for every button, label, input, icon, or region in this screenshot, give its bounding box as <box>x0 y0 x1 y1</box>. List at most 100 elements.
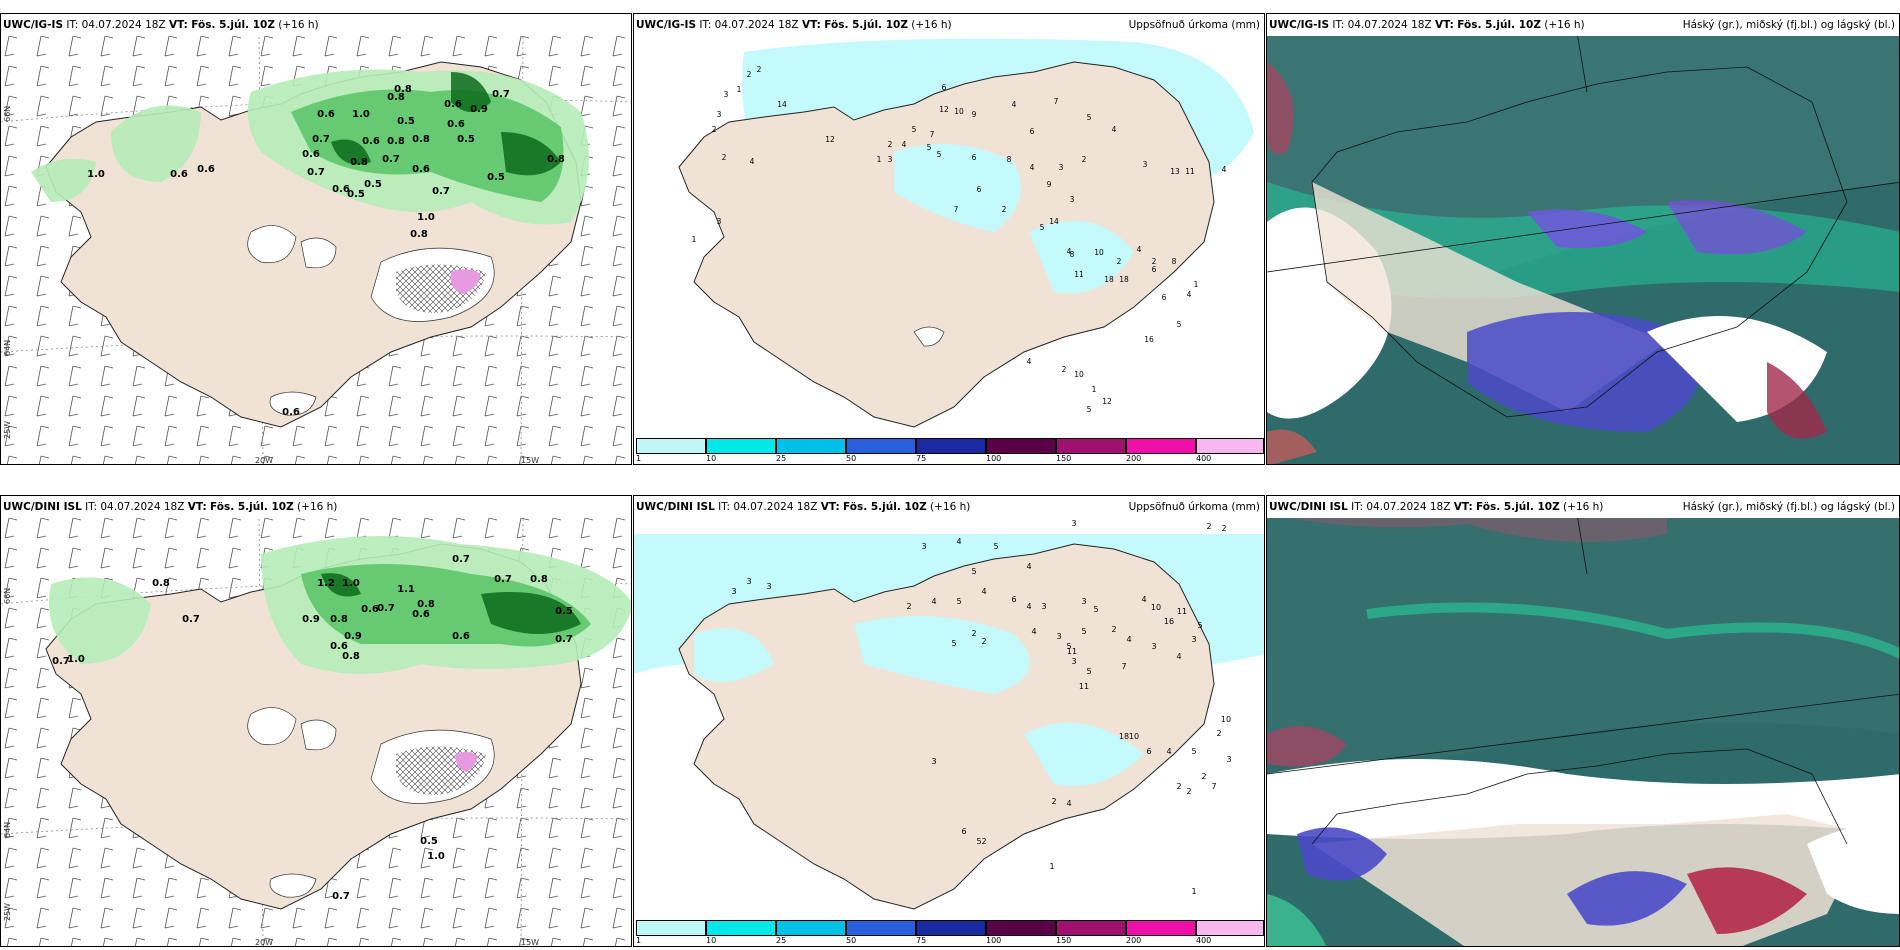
svg-text:10: 10 <box>1129 732 1139 741</box>
value-label: 0.6 <box>197 164 215 175</box>
svg-text:4: 4 <box>1166 747 1171 756</box>
svg-text:5: 5 <box>912 125 917 134</box>
value-label: 0.5 <box>364 179 382 190</box>
value-label: 0.8 <box>417 599 435 610</box>
svg-text:4: 4 <box>956 537 961 546</box>
lon-label-25w: 25W <box>3 420 12 439</box>
map-subtitle: Háský (gr.), miðský (fj.bl.) og lágský (… <box>1682 501 1895 513</box>
svg-text:12: 12 <box>939 105 949 114</box>
svg-text:6: 6 <box>961 827 966 836</box>
value-label: 0.9 <box>470 104 488 115</box>
value-label: 0.6 <box>412 164 430 175</box>
svg-text:4: 4 <box>1137 245 1142 254</box>
svg-text:6: 6 <box>977 185 982 194</box>
panel-header: UWC/IG-IS IT: 04.07.2024 18Z VT: Fös. 5.… <box>1 14 631 36</box>
value-label: 0.7 <box>377 603 395 614</box>
panel-top-left: UWC/IG-IS IT: 04.07.2024 18Z VT: Fös. 5.… <box>0 13 632 465</box>
colorbar-bin <box>776 438 846 454</box>
value-label: 0.7 <box>382 154 400 165</box>
svg-text:5: 5 <box>1040 223 1045 232</box>
svg-text:4: 4 <box>1126 635 1131 644</box>
svg-text:2: 2 <box>1206 522 1211 531</box>
colorbar: 1 10 25 50 75 100 150 200 400 <box>634 918 1264 946</box>
svg-text:2: 2 <box>1216 729 1221 738</box>
colorbar-bin <box>706 920 776 936</box>
panel-header: UWC/IG-IS IT: 04.07.2024 18Z VT: Fös. 5.… <box>1267 14 1899 36</box>
svg-text:5: 5 <box>1087 405 1092 414</box>
value-label: 0.9 <box>344 631 362 642</box>
value-label: 0.5 <box>397 116 415 127</box>
value-label: 0.8 <box>330 614 348 625</box>
lat-label-66n: 66N <box>3 587 12 604</box>
value-label: 0.7 <box>307 167 325 178</box>
svg-text:10: 10 <box>1221 715 1231 724</box>
svg-text:4: 4 <box>1187 290 1192 299</box>
colorbar-bin <box>986 438 1056 454</box>
colorbar-bin <box>1056 438 1126 454</box>
svg-text:4: 4 <box>1030 163 1035 172</box>
value-label: 0.8 <box>350 157 368 168</box>
value-label: 0.6 <box>444 99 462 110</box>
svg-text:6: 6 <box>942 83 947 92</box>
svg-text:7: 7 <box>1211 782 1216 791</box>
wind-precip-map: 1.0 0.6 0.6 0.6 1.0 0.8 0.8 0.7 0.6 0.9 … <box>1 32 631 464</box>
svg-text:1: 1 <box>1194 280 1199 289</box>
colorbar-bin <box>1126 438 1196 454</box>
colorbar-bin <box>1126 920 1196 936</box>
svg-text:3: 3 <box>1191 635 1196 644</box>
svg-text:3: 3 <box>1070 195 1075 204</box>
map-subtitle: Háský (gr.), miðský (fj.bl.) og lágský (… <box>1682 19 1895 31</box>
svg-text:5: 5 <box>956 597 961 606</box>
svg-text:5: 5 <box>1087 113 1092 122</box>
svg-text:6: 6 <box>1146 747 1151 756</box>
svg-text:2: 2 <box>1176 782 1181 791</box>
lat-label-66n: 66N <box>3 105 12 122</box>
value-label: 1.0 <box>352 109 370 120</box>
panel-header: UWC/DINI ISL IT: 04.07.2024 18Z VT: Fös.… <box>1267 496 1899 518</box>
value-label: 0.7 <box>332 891 350 902</box>
value-label: 0.7 <box>312 134 330 145</box>
svg-text:14: 14 <box>777 100 787 109</box>
value-label: 1.0 <box>87 169 105 180</box>
svg-text:10: 10 <box>1094 248 1104 257</box>
value-label: 0.7 <box>52 656 70 667</box>
svg-text:3: 3 <box>1071 657 1076 666</box>
svg-text:3: 3 <box>1071 519 1076 528</box>
svg-text:5: 5 <box>1177 320 1182 329</box>
lon-label-15w: 15W <box>521 938 540 947</box>
colorbar-bin <box>1056 920 1126 936</box>
value-label: 0.8 <box>152 578 170 589</box>
svg-text:2: 2 <box>712 125 717 134</box>
svg-text:4: 4 <box>902 140 907 149</box>
value-label: 1.0 <box>342 578 360 589</box>
svg-text:8: 8 <box>1172 257 1177 266</box>
svg-text:3: 3 <box>1041 602 1046 611</box>
svg-text:2: 2 <box>971 629 976 638</box>
svg-text:5: 5 <box>927 143 932 152</box>
value-label: 0.6 <box>302 149 320 160</box>
svg-text:3: 3 <box>724 90 729 99</box>
svg-text:5: 5 <box>993 542 998 551</box>
value-label: 1.0 <box>417 212 435 223</box>
svg-text:2: 2 <box>747 70 752 79</box>
svg-text:4: 4 <box>1066 799 1071 808</box>
svg-text:5: 5 <box>1191 747 1196 756</box>
svg-text:3: 3 <box>1056 632 1061 641</box>
value-label: 0.6 <box>361 604 379 615</box>
svg-text:2: 2 <box>1152 257 1157 266</box>
svg-text:3: 3 <box>921 542 926 551</box>
colorbar-bin <box>1196 438 1264 454</box>
value-label: 0.5 <box>487 172 505 183</box>
svg-text:2: 2 <box>981 637 986 646</box>
value-label: 0.6 <box>447 119 465 130</box>
svg-text:2: 2 <box>1117 257 1122 266</box>
panel-header: UWC/DINI ISL IT: 04.07.2024 18Z VT: Fös.… <box>634 496 1264 518</box>
value-label: 0.8 <box>547 154 565 165</box>
value-label: 0.8 <box>410 229 428 240</box>
value-label: 0.6 <box>282 407 300 418</box>
value-label: 1.0 <box>67 654 85 665</box>
svg-text:5: 5 <box>1066 642 1071 651</box>
panel-header: UWC/DINI ISL IT: 04.07.2024 18Z VT: Fös.… <box>1 496 631 518</box>
svg-text:2: 2 <box>1062 365 1067 374</box>
